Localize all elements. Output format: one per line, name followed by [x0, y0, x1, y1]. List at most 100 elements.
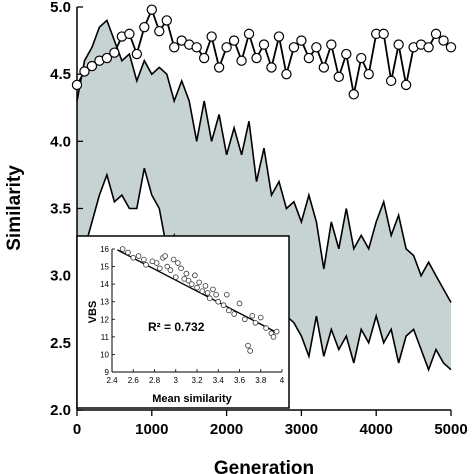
- similarity-point: [296, 35, 307, 46]
- similarity-point: [378, 28, 389, 40]
- similarity-point: [400, 79, 412, 91]
- inset-point: [273, 328, 280, 335]
- inset-point: [178, 265, 184, 272]
- inset-point: [204, 290, 211, 296]
- similarity-point: [385, 75, 397, 87]
- inset-x-axis-title: Mean similarity: [152, 393, 232, 405]
- similarity-point: [86, 60, 98, 72]
- inset-point: [196, 279, 202, 286]
- x-axis-title: Generation: [214, 458, 314, 474]
- similarity-point: [124, 28, 135, 40]
- inset-point: [236, 300, 243, 307]
- inset-point: [192, 272, 198, 279]
- inset-x-tick-label: 2.8: [149, 376, 161, 385]
- x-tick-label: 3000: [285, 421, 318, 438]
- inset-x-tick-label: 2.4: [106, 376, 118, 385]
- x-tick-label: 1000: [135, 421, 168, 438]
- y-tick-label: 2.5: [50, 335, 71, 352]
- inset-point: [226, 307, 232, 314]
- y-tick-label: 3.5: [50, 201, 71, 218]
- similarity-point: [273, 31, 285, 42]
- similarity-point: [79, 66, 90, 77]
- y-tick-label: 4.5: [50, 66, 71, 83]
- inset-point: [263, 325, 269, 331]
- inset-point: [215, 298, 222, 305]
- inset-point: [270, 334, 277, 340]
- similarity-point: [266, 62, 277, 73]
- similarity-point: [288, 42, 300, 53]
- inset-point: [185, 277, 192, 284]
- similarity-point: [251, 52, 262, 64]
- similarity-point: [198, 52, 210, 64]
- inset-point: [257, 314, 264, 321]
- similarity-point: [243, 28, 255, 40]
- inset-x-tick-label: 3.2: [191, 376, 203, 385]
- inset-point: [130, 254, 137, 261]
- inset-y-tick-label: 16: [100, 245, 109, 254]
- inset-point: [213, 291, 219, 298]
- inset-x-tick-label: 3: [174, 376, 179, 385]
- similarity-point: [423, 42, 434, 53]
- inset-y-tick-label: 11: [101, 333, 110, 342]
- similarity-point: [438, 35, 449, 46]
- x-tick-label: 2000: [210, 421, 243, 438]
- inset-point: [210, 286, 216, 293]
- inset-point: [206, 295, 213, 302]
- r-squared-annotation: R² = 0.732: [148, 320, 205, 334]
- band-upper-line: [76, 19, 452, 303]
- inset-x-tick-label: 3.6: [234, 376, 246, 385]
- similarity-point: [430, 28, 442, 40]
- inset-point: [188, 281, 195, 287]
- similarity-point: [191, 42, 202, 53]
- inset-y-tick-label: 14: [100, 280, 109, 289]
- x-tick-label: 0: [73, 421, 81, 438]
- y-tick-label: 2.0: [50, 402, 71, 419]
- inset-plot: 9 10 11 12 13 14 15 16 2.4 2.6 2.8 3 3.2 3.4 3.6 3.8 4 Me…: [76, 235, 290, 409]
- similarity-point: [393, 39, 404, 50]
- similarity-point: [228, 35, 240, 46]
- inset-y-tick-label: 12: [100, 315, 109, 324]
- inset-point: [172, 274, 179, 280]
- inset-point: [202, 283, 209, 289]
- y-tick-label: 4.0: [50, 133, 71, 150]
- inset-point: [141, 256, 147, 263]
- similarity-point: [258, 39, 270, 50]
- similarity-point: [161, 15, 172, 26]
- inset-point: [183, 270, 190, 277]
- similarity-point: [281, 68, 292, 80]
- inset-point: [247, 348, 253, 354]
- similarity-point: [311, 42, 322, 53]
- inset-x-tick-label: 4: [280, 376, 285, 385]
- inset-point: [143, 262, 149, 268]
- inset-point: [164, 263, 171, 270]
- inset-point: [167, 267, 174, 273]
- similarity-point: [139, 21, 150, 33]
- inset-point: [249, 312, 256, 319]
- similarity-point: [71, 79, 83, 91]
- inset-y-tick-label: 9: [105, 368, 110, 377]
- y-axis-title: Similarity: [4, 165, 25, 251]
- inset-point: [199, 288, 206, 294]
- inset-point: [170, 256, 177, 263]
- inset-point: [175, 260, 181, 266]
- inset-point: [162, 253, 168, 259]
- inset-x-tick-label: 2.6: [128, 376, 140, 385]
- y-tick-label: 5.0: [50, 0, 71, 16]
- similarity-point: [326, 39, 337, 50]
- inset-point: [119, 246, 126, 252]
- inset-y-tick-label: 15: [100, 263, 109, 272]
- inset-point: [223, 291, 230, 298]
- inset-x-tick-label: 3.4: [213, 376, 225, 385]
- inset-point: [231, 311, 237, 317]
- similarity-point: [303, 52, 315, 64]
- inset-x-tick-label: 3.8: [255, 376, 267, 385]
- inset-point: [242, 316, 248, 323]
- similarity-point: [333, 71, 344, 83]
- similarity-point: [109, 47, 120, 58]
- similarity-point: [154, 25, 165, 37]
- similarity-point: [146, 4, 157, 15]
- inset-point: [157, 265, 163, 272]
- y-tick-label: 3.0: [50, 268, 71, 285]
- main-plot: 2.0 2.5 3.0 3.5 4.0 4.5 5.0 0 1000 2000 3000 4000 50…: [4, 0, 468, 474]
